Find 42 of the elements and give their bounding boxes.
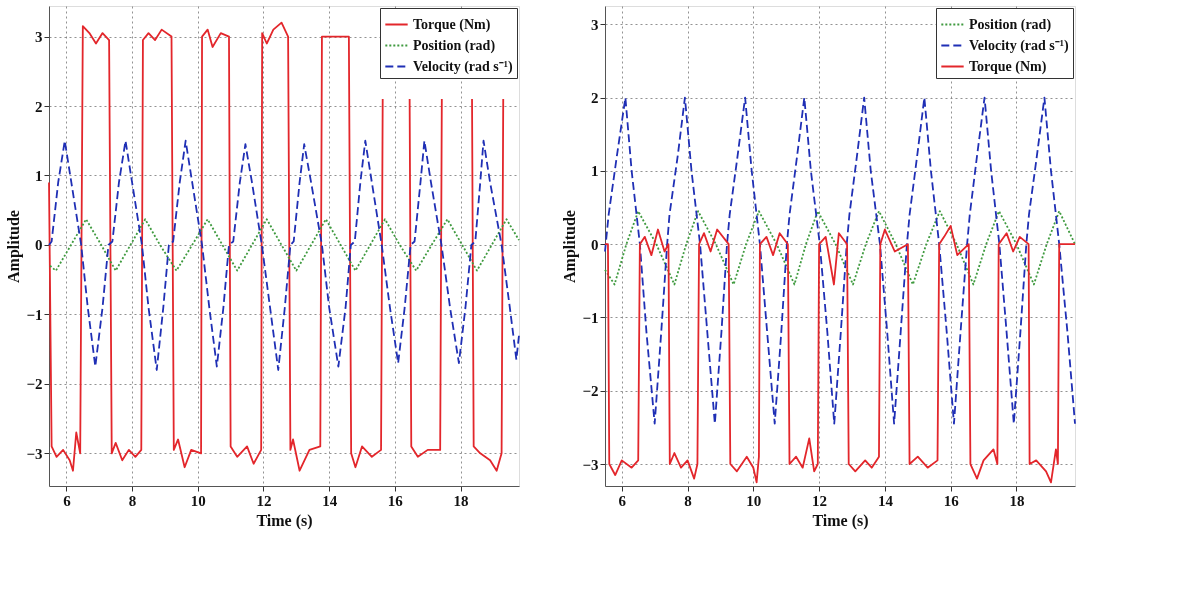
x-axis-title: Time (s)	[812, 511, 869, 530]
x-tick-label: 10	[190, 492, 206, 509]
legend-label: Velocity (rad s⁻¹)	[969, 37, 1069, 54]
x-tick-label: 8	[128, 492, 137, 509]
y-tick-label: 0	[591, 236, 599, 253]
x-tick-label: 6	[618, 492, 627, 509]
line-series	[604, 210, 1076, 286]
legend-label: Position (rad)	[413, 37, 496, 54]
y-tick-label: −2	[26, 376, 43, 393]
y-tick-label: −2	[582, 383, 599, 400]
y-tick-label: −3	[582, 456, 599, 473]
y-tick-label: 2	[35, 98, 43, 115]
x-tick-label: 14	[322, 492, 338, 509]
legend-label: Torque (Nm)	[413, 16, 491, 33]
y-tick-label: 3	[35, 29, 43, 46]
legend-label: Velocity (rad s⁻¹)	[413, 58, 513, 75]
line-series	[48, 139, 520, 371]
y-tick-label: 3	[591, 16, 599, 33]
legend-label: Torque (Nm)	[969, 58, 1047, 75]
x-tick-label: 16	[387, 492, 404, 509]
x-tick-label: 18	[453, 492, 469, 509]
x-tick-label: 12	[812, 492, 828, 509]
y-tick-label: 1	[591, 163, 599, 180]
y-tick-label: −3	[26, 445, 43, 462]
y-tick-label: −1	[26, 306, 43, 323]
y-axis-title: Amplitude	[5, 210, 24, 283]
x-tick-label: 12	[256, 492, 272, 509]
legend-label: Position (rad)	[969, 16, 1052, 33]
y-tick-label: 0	[35, 237, 43, 254]
x-tick-label: 14	[877, 492, 894, 509]
x-tick-label: 8	[684, 492, 692, 509]
x-tick-label: 10	[746, 492, 762, 509]
line-series	[49, 218, 520, 272]
x-tick-label: 18	[1009, 492, 1025, 509]
y-tick-label: 2	[591, 90, 599, 107]
x-axis-title: Time (s)	[256, 511, 313, 530]
y-axis-title: Amplitude	[561, 210, 580, 283]
line-series	[604, 96, 1076, 425]
y-tick-label: −1	[582, 309, 599, 326]
x-tick-label: 6	[63, 492, 72, 509]
y-tick-label: 1	[35, 167, 43, 184]
x-tick-label: 16	[943, 492, 960, 509]
